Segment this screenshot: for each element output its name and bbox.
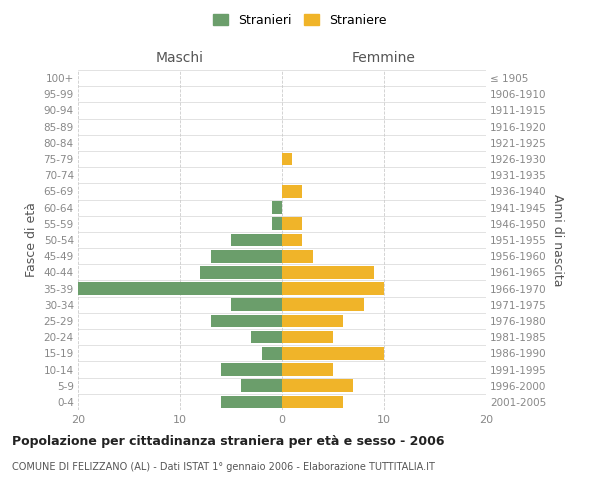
Bar: [200, 266, 282, 278]
Bar: [282, 152, 292, 166]
Bar: [282, 234, 302, 246]
Text: Maschi: Maschi: [156, 51, 204, 65]
Text: Popolazione per cittadinanza straniera per età e sesso - 2006: Popolazione per cittadinanza straniera p…: [12, 435, 445, 448]
Bar: [282, 250, 313, 262]
Legend: Stranieri, Straniere: Stranieri, Straniere: [208, 8, 392, 32]
Bar: [78, 282, 282, 295]
Bar: [282, 347, 384, 360]
Text: COMUNE DI FELIZZANO (AL) - Dati ISTAT 1° gennaio 2006 - Elaborazione TUTTITALIA.: COMUNE DI FELIZZANO (AL) - Dati ISTAT 1°…: [12, 462, 435, 472]
Bar: [282, 282, 384, 295]
Bar: [251, 331, 282, 344]
Bar: [221, 363, 282, 376]
Bar: [211, 250, 282, 262]
Bar: [241, 380, 282, 392]
Bar: [221, 396, 282, 408]
Bar: [282, 185, 302, 198]
Text: Femmine: Femmine: [352, 51, 416, 65]
Bar: [282, 331, 333, 344]
Bar: [231, 298, 282, 311]
Bar: [282, 363, 333, 376]
Bar: [211, 314, 282, 328]
Bar: [282, 314, 343, 328]
Bar: [282, 266, 374, 278]
Bar: [262, 347, 282, 360]
Bar: [282, 380, 353, 392]
Bar: [231, 234, 282, 246]
Bar: [282, 298, 364, 311]
Bar: [272, 218, 282, 230]
Bar: [282, 396, 343, 408]
Y-axis label: Anni di nascita: Anni di nascita: [551, 194, 563, 286]
Bar: [272, 202, 282, 214]
Bar: [282, 218, 302, 230]
Y-axis label: Fasce di età: Fasce di età: [25, 202, 38, 278]
